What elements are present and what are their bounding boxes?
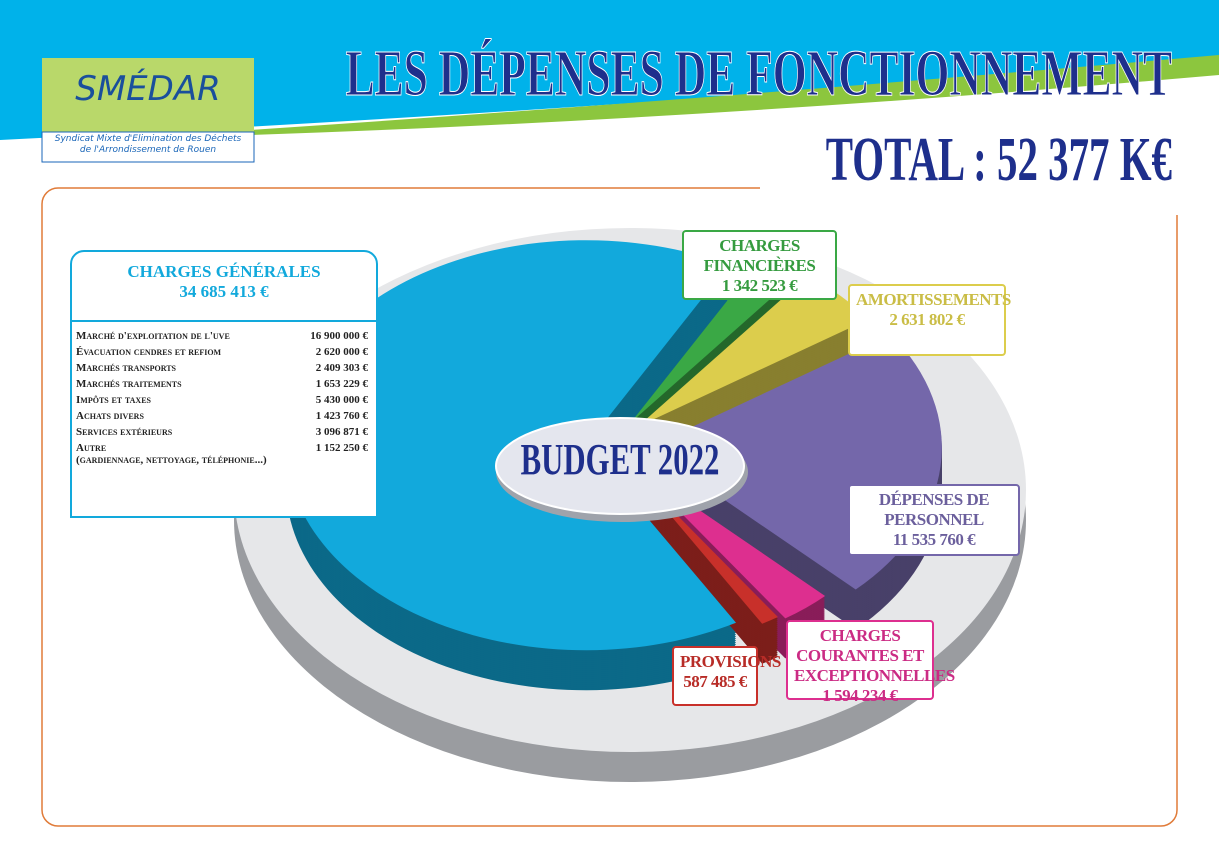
breakdown-name: Marché d'exploitation de l'uve	[76, 330, 230, 342]
center-badge	[495, 417, 745, 515]
value-label: 1 342 523 €	[721, 276, 798, 295]
logo-tagline: Syndicat Mixte d'Élimination des Déchets…	[54, 134, 242, 155]
category-label: PROVISIONS	[680, 652, 781, 671]
subtitle-backing	[760, 140, 1180, 215]
label-box: CHARGES FINANCIÈRES 1 342 523 €	[682, 230, 837, 300]
breakdown-amount: 1 423 760 €	[315, 410, 368, 422]
breakdown-row: Marché d'exploitation de l'uve 16 900 000…	[76, 328, 368, 344]
category-label: DÉPENSES DE PERSONNEL	[878, 490, 990, 529]
breakdown-name: Impôts et taxes	[76, 394, 151, 406]
breakdown-amount: 2 620 000 €	[315, 346, 368, 358]
breakdown-name-cell: Marchés traitements	[76, 376, 300, 392]
breakdown-row: Impôts et taxes 5 430 000 €	[76, 392, 368, 408]
label-box: DÉPENSES DE PERSONNEL 11 535 760 €	[848, 484, 1020, 556]
breakdown-amount: 16 900 000 €	[310, 330, 368, 342]
center-label: BUDGET 2022	[521, 436, 720, 485]
breakdown-name: Marchés traitements	[76, 378, 182, 390]
logo-tagline-wrap: Syndicat Mixte d'Élimination des Déchets…	[54, 134, 242, 155]
category-label: CHARGES GÉNÉRALES	[127, 262, 321, 281]
label-box: CHARGES COURANTES ET EXCEPTIONNELLES 1 59…	[786, 620, 955, 705]
label-box: PROVISIONS 587 485 €	[672, 646, 781, 706]
breakdown-name-cell: Impôts et taxes	[76, 392, 300, 408]
breakdown-row: Marchés traitements 1 653 229 €	[76, 376, 368, 392]
value-label: 2 631 802 €	[889, 310, 965, 329]
breakdown-name: Marchés transports	[76, 362, 176, 374]
breakdown-row: Marchés transports 2 409 303 €	[76, 360, 368, 376]
slice	[637, 275, 869, 427]
breakdown-name-cell: Évacuation cendres et refiom	[76, 344, 300, 360]
label-box: AMORTISSEMENTS 2 631 802 €	[848, 284, 1011, 356]
breakdown-row: Autre (gardiennage, nettoyage, téléphonie…	[76, 440, 368, 468]
breakdown-name: Autre	[76, 442, 107, 454]
value-label: 587 485 €	[683, 672, 747, 691]
breakdown-box: CHARGES GÉNÉRALES 34 685 413 € Marché d'…	[70, 250, 378, 518]
breakdown-name-cell: Services extérieurs	[76, 424, 300, 440]
category-label: CHARGES FINANCIÈRES	[703, 236, 816, 275]
header-wave	[0, 0, 1219, 140]
category-label: AMORTISSEMENTS	[856, 290, 1011, 309]
logo-name: SMÉDAR	[75, 68, 220, 109]
breakdown-row: Services extérieurs 3 096 871 €	[76, 424, 368, 440]
breakdown-row: Achats divers 1 423 760 €	[76, 408, 368, 424]
breakdown-name-cell: Autre (gardiennage, nettoyage, téléphonie…	[76, 440, 300, 468]
breakdown-head: CHARGES GÉNÉRALES 34 685 413 €	[72, 252, 376, 322]
chart-title: LES DÉPENSES DE FONCTIONNEMENT	[346, 37, 1172, 110]
chart-subtitle: TOTAL : 52 377 K€	[826, 126, 1172, 194]
breakdown-name-cell: Achats divers	[76, 408, 300, 424]
header-swoosh	[250, 55, 1219, 135]
breakdown-detail: (gardiennage, nettoyage, téléphonie...)	[76, 454, 267, 466]
breakdown-amount: 1 653 229 €	[315, 378, 368, 390]
breakdown-amount: 5 430 000 €	[315, 394, 368, 406]
breakdown-name: Achats divers	[76, 410, 144, 422]
breakdown-row: Évacuation cendres et refiom 2 620 000 €	[76, 344, 368, 360]
breakdown-amount: 1 152 250 €	[315, 442, 368, 454]
breakdown-name: Évacuation cendres et refiom	[76, 346, 222, 358]
breakdown-name-cell: Marché d'exploitation de l'uve	[76, 328, 300, 344]
breakdown-name: Services extérieurs	[76, 426, 173, 438]
logo-panel	[42, 58, 254, 132]
value-label: 34 685 413 €	[179, 282, 269, 301]
breakdown-name-cell: Marchés transports	[76, 360, 300, 376]
logo-tag-box	[41, 131, 255, 163]
value-label: 11 535 760 €	[892, 530, 976, 549]
category-label: CHARGES COURANTES ET EXCEPTIONNELLES	[794, 626, 955, 685]
breakdown-amount: 2 409 303 €	[315, 362, 368, 374]
frame	[41, 187, 1178, 827]
value-label: 1 594 234 €	[822, 686, 898, 705]
breakdown-amount: 3 096 871 €	[315, 426, 368, 438]
breakdown-table: Marché d'exploitation de l'uve 16 900 000…	[76, 328, 368, 468]
